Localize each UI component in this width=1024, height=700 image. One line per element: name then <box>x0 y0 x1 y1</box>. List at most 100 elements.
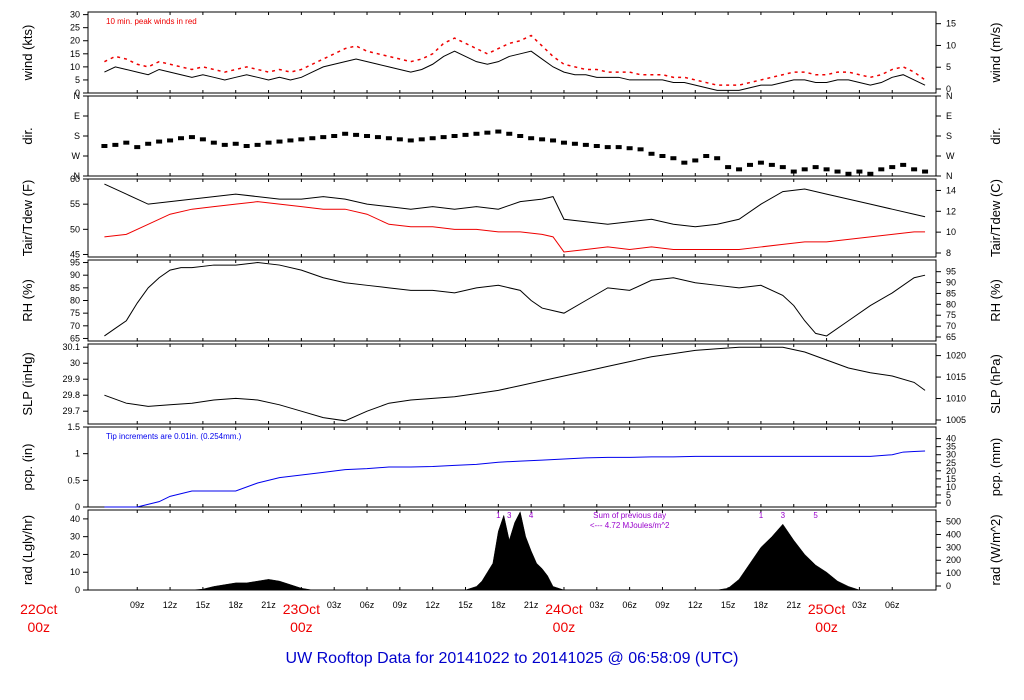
direction-point <box>681 160 688 165</box>
y-tick-label-right: 95 <box>946 267 956 277</box>
y-axis-label-left: SLP (inHg) <box>20 352 35 415</box>
direction-point <box>714 156 721 161</box>
y-axis-label-right: Tair/Tdew (C) <box>988 179 1003 257</box>
panel-annotation: Tip increments are 0.01in. (0.254mm.) <box>106 432 242 441</box>
direction-point <box>418 137 425 142</box>
y-tick-label-left: 40 <box>70 514 80 524</box>
direction-point <box>692 158 699 163</box>
y-axis-label-left: pcp. (in) <box>20 444 35 491</box>
x-tick-label: 03z <box>852 600 867 610</box>
peak-label: 3 <box>781 511 786 520</box>
y-tick-label-right: 10 <box>946 482 956 492</box>
direction-point <box>626 146 633 151</box>
y-axis-label-right: wind (m/s) <box>988 23 1003 84</box>
direction-point <box>364 134 371 138</box>
panel-frame-tairtdew <box>87 178 937 258</box>
y-tick-label-right: 400 <box>946 529 961 539</box>
y-tick-label-right: 200 <box>946 555 961 565</box>
y-tick-label-left: E <box>74 111 80 121</box>
y-axis-label-right: RH (%) <box>988 279 1003 322</box>
x-tick-label: 12z <box>163 600 178 610</box>
y-axis-label-right: dir. <box>988 127 1003 144</box>
direction-point <box>396 137 403 142</box>
x-tick-label: 21z <box>261 600 276 610</box>
direction-point <box>867 171 874 176</box>
direction-point <box>232 141 239 146</box>
y-tick-label-left: 0 <box>75 88 80 98</box>
panel-frame-dir <box>87 95 937 177</box>
direction-point <box>746 162 753 167</box>
panel-frame-slp <box>87 343 937 425</box>
y-tick-label-right: 1005 <box>946 415 966 425</box>
y-tick-label-left: 0.5 <box>67 475 80 485</box>
y-tick-label-right: 5 <box>946 62 951 72</box>
y-tick-label-right: 90 <box>946 278 956 288</box>
direction-point <box>768 162 775 167</box>
panel-annotation: 10 min. peak winds in red <box>106 17 197 26</box>
y-axis-label-left: wind (kts) <box>20 25 35 82</box>
direction-point <box>812 165 819 170</box>
direction-point <box>725 165 732 170</box>
direction-point <box>593 144 600 148</box>
direction-point <box>265 140 272 145</box>
y-tick-label-left: 0 <box>75 585 80 595</box>
y-tick-label-left: 75 <box>70 308 80 318</box>
y-tick-label-right: S <box>946 131 952 141</box>
y-tick-label-right: 25 <box>946 458 956 468</box>
radiation-area <box>104 511 926 591</box>
x-tick-label: 09z <box>655 600 670 610</box>
y-tick-label-right: 300 <box>946 542 961 552</box>
direction-point <box>582 142 589 147</box>
direction-point <box>298 137 305 142</box>
x-tick-label: 12z <box>688 600 703 610</box>
direction-point <box>659 154 666 158</box>
direction-point <box>210 140 217 145</box>
radiation-annotation: Sum of previous day <box>593 511 666 520</box>
y-tick-label-right: 8 <box>946 248 951 258</box>
direction-point <box>878 167 885 172</box>
direction-point <box>604 145 611 150</box>
direction-point <box>243 144 250 148</box>
direction-point <box>320 135 327 140</box>
y-tick-label-left: 25 <box>70 23 80 33</box>
y-tick-label-right: 500 <box>946 517 961 527</box>
direction-point <box>167 138 174 143</box>
y-tick-label-right: 80 <box>946 299 956 309</box>
y-tick-label-left: 30.1 <box>62 342 80 352</box>
x-tick-label: 09z <box>393 600 408 610</box>
radiation-annotation: <--- 4.72 MJoules/m^2 <box>590 521 670 530</box>
series-line-tair <box>104 183 926 228</box>
y-tick-label-left: 5 <box>75 75 80 85</box>
peak-label: 1 <box>496 511 501 520</box>
y-tick-label-right: 65 <box>946 332 956 342</box>
direction-point <box>473 131 480 136</box>
y-tick-label-right: N <box>946 171 953 181</box>
y-tick-label-right: 1010 <box>946 394 966 404</box>
direction-point <box>528 136 535 141</box>
y-tick-label-right: 35 <box>946 442 956 452</box>
direction-point <box>287 138 294 143</box>
y-tick-label-left: 10 <box>70 567 80 577</box>
y-tick-label-left: 0 <box>75 502 80 512</box>
x-tick-label: 12z <box>425 600 440 610</box>
direction-point <box>353 132 360 137</box>
y-axis-label-left: Tair/Tdew (F) <box>20 180 35 257</box>
y-tick-label-left: 1.5 <box>67 422 80 432</box>
direction-point <box>254 142 261 147</box>
y-tick-label-right: W <box>946 151 955 161</box>
direction-point <box>484 130 491 135</box>
x-tick-label: 18z <box>491 600 506 610</box>
y-tick-label-left: 1 <box>75 449 80 459</box>
x-day-time-label: 00z <box>553 619 576 635</box>
x-tick-label: 18z <box>754 600 769 610</box>
y-tick-label-left: 55 <box>70 199 80 209</box>
y-tick-label-right: 40 <box>946 434 956 444</box>
direction-point <box>309 136 316 141</box>
y-tick-label-left: 10 <box>70 62 80 72</box>
y-tick-label-left: 29.7 <box>62 406 80 416</box>
y-tick-label-left: 29.9 <box>62 374 80 384</box>
y-tick-label-right: 15 <box>946 474 956 484</box>
direction-point <box>276 139 283 144</box>
x-tick-label: 15z <box>196 600 211 610</box>
direction-point <box>615 145 622 150</box>
